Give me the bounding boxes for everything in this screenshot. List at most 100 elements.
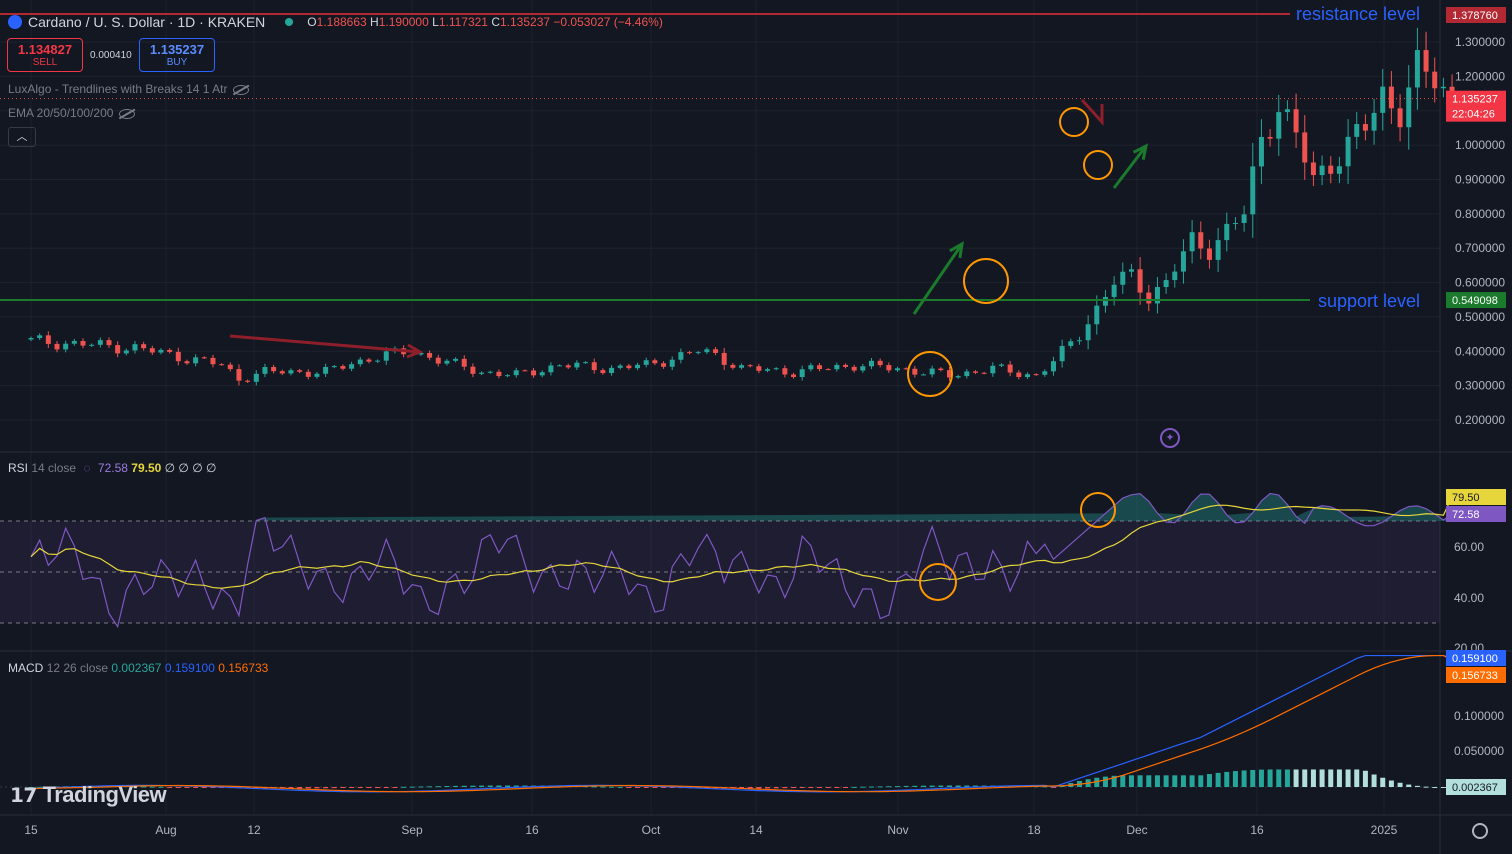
- candle-body: [998, 364, 1004, 366]
- candle-body: [903, 368, 909, 370]
- settings-icon[interactable]: [1472, 823, 1488, 839]
- candle-body: [63, 343, 69, 350]
- macd-hist-bar: [1267, 769, 1273, 787]
- macd-hist-bar: [1120, 775, 1126, 787]
- candle-body: [357, 359, 363, 365]
- candle-body: [678, 352, 684, 360]
- candle-body: [1293, 109, 1299, 133]
- candle-body: [747, 365, 753, 367]
- rsi-value: 72.58: [97, 461, 128, 475]
- highlight-circle: [1080, 492, 1116, 528]
- macd-hist-bar: [1163, 775, 1169, 787]
- candle-body: [661, 363, 667, 367]
- macd-signal-label-bg: [1446, 667, 1506, 683]
- indicator-luxalgo[interactable]: LuxAlgo - Trendlines with Breaks 14 1 At…: [8, 82, 250, 96]
- candle-body: [617, 365, 623, 368]
- price-axis-tick: 0.900000: [1455, 172, 1505, 186]
- candle-body: [946, 370, 952, 378]
- candle-body: [349, 364, 355, 369]
- buy-price: 1.135237: [149, 42, 205, 57]
- price-axis-tick: 0.700000: [1455, 241, 1505, 255]
- macd-hist-bar: [617, 786, 623, 788]
- hidden-eye-icon[interactable]: [233, 84, 250, 95]
- macd-hist-bar: [1406, 784, 1412, 787]
- rsi-legend[interactable]: RSI 14 close ◌ 72.58 79.50 ∅ ∅ ∅ ∅: [8, 461, 216, 475]
- hidden-eye-icon[interactable]: [119, 108, 136, 119]
- candle-body: [920, 374, 926, 376]
- candle-body: [990, 365, 996, 374]
- buy-button[interactable]: 1.135237 BUY: [139, 38, 215, 72]
- time-axis-tick: 16: [1250, 823, 1264, 837]
- macd-hist-bar: [1250, 769, 1256, 787]
- compass-icon[interactable]: ✦: [1160, 428, 1180, 448]
- macd-hist-bar: [626, 787, 632, 788]
- candle-body: [279, 371, 285, 374]
- time-axis-tick: 12: [247, 823, 261, 837]
- candle-body: [1137, 269, 1143, 293]
- candle-body: [565, 365, 571, 368]
- tradingview-logo[interactable]: 𝟭𝟳 TradingView: [10, 782, 167, 808]
- candle-body: [539, 372, 545, 376]
- candle-body: [583, 362, 589, 364]
- candle-body: [860, 366, 866, 371]
- candle-body: [496, 371, 502, 377]
- price-axis-tick: 0.600000: [1455, 276, 1505, 290]
- macd-hist-bar: [149, 786, 155, 788]
- candle-body: [791, 374, 797, 378]
- price-axis-tick: 1.200000: [1455, 69, 1505, 83]
- candle-body: [574, 362, 580, 368]
- candle-body: [1068, 341, 1074, 346]
- pullback-arrow: [1080, 98, 1104, 126]
- time-axis-tick: Dec: [1126, 823, 1147, 837]
- candle-body: [1128, 269, 1134, 272]
- macd-hist-bar: [609, 786, 615, 788]
- candle-body: [955, 376, 961, 378]
- macd-hist-bar: [1345, 769, 1351, 787]
- candle-body: [149, 348, 155, 353]
- candle-body: [1388, 86, 1394, 109]
- macd-hist-bar: [37, 786, 43, 788]
- collapse-legend-button[interactable]: ︿: [8, 127, 36, 147]
- macd-hist-bar: [435, 786, 441, 788]
- macd-hist-bar: [964, 785, 970, 787]
- macd-legend[interactable]: MACD 12 26 close 0.002367 0.159100 0.156…: [8, 661, 268, 675]
- macd-hist-bar: [1397, 782, 1403, 787]
- macd-hist-bar: [513, 785, 519, 787]
- candle-body: [938, 368, 944, 371]
- candle-body: [1042, 371, 1048, 375]
- candle-body: [1120, 271, 1126, 285]
- rsi-ma-value: 79.50: [131, 461, 162, 475]
- macd-hist-bar: [886, 786, 892, 788]
- candle-body: [799, 369, 805, 378]
- indicator-ema[interactable]: EMA 20/50/100/200: [8, 106, 136, 120]
- candle-body: [739, 365, 745, 368]
- candle-body: [1094, 305, 1100, 325]
- macd-hist-bar: [773, 787, 779, 789]
- candle-body: [1059, 345, 1065, 362]
- sell-button[interactable]: 1.134827 SELL: [7, 38, 83, 72]
- candle-body: [782, 368, 788, 375]
- macd-hist-bar: [158, 786, 164, 788]
- candle-body: [236, 369, 242, 381]
- macd-hist-bar: [496, 785, 502, 787]
- symbol-header[interactable]: Cardano / U. S. Dollar · 1D · KRAKEN O1.…: [8, 14, 663, 30]
- candle-body: [1328, 165, 1334, 174]
- candle-body: [375, 360, 381, 362]
- macd-hist-bar: [141, 786, 147, 788]
- candle-body: [1284, 109, 1290, 113]
- macd-hist-bar: [1423, 786, 1429, 788]
- macd-hist-bar: [175, 787, 181, 788]
- resistance-text: resistance level: [1296, 4, 1420, 24]
- price-change: −0.053027 (−4.46%): [553, 15, 663, 29]
- support-price-label-bg: [1446, 292, 1506, 309]
- macd-hist-bar: [297, 787, 303, 789]
- macd-hist-bar: [739, 787, 745, 789]
- highlight-circle: [963, 258, 1009, 304]
- candle-body: [297, 370, 303, 372]
- chevron-up-icon: ︿: [16, 131, 28, 143]
- macd-hist-bar: [340, 787, 346, 789]
- candle-body: [895, 368, 900, 371]
- candle-body: [972, 371, 978, 373]
- candle-body: [167, 349, 173, 352]
